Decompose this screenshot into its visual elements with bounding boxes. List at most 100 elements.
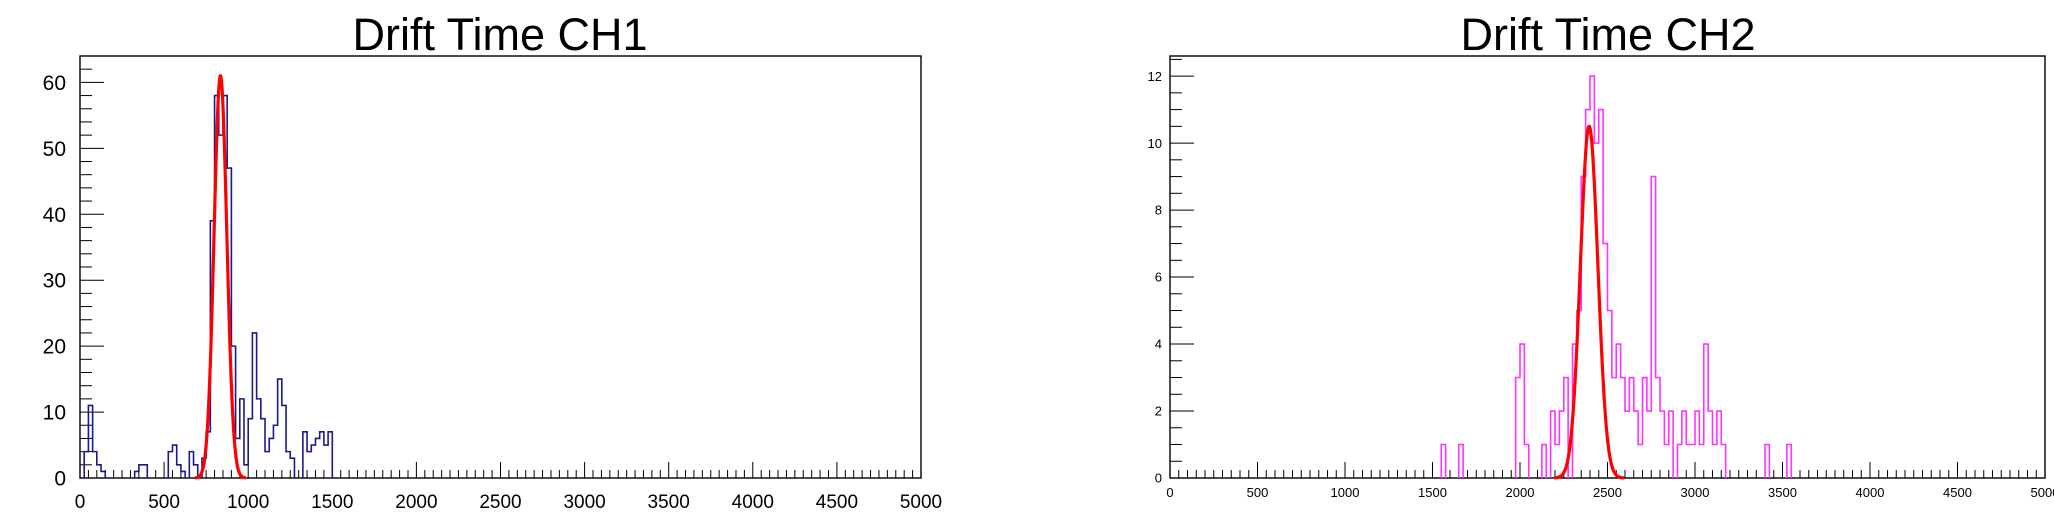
histogram-bin xyxy=(282,405,286,478)
gaussian-fit-curve xyxy=(193,74,248,480)
gaussian-fit-curve xyxy=(1552,124,1626,480)
x-tick-label: 500 xyxy=(1247,485,1269,500)
histogram-bin xyxy=(240,399,244,478)
histogram-bin xyxy=(261,419,265,478)
x-tick-label: 2000 xyxy=(1506,485,1535,500)
histogram-bin xyxy=(1686,445,1690,478)
histogram-bin xyxy=(307,452,311,478)
y-tick-label: 12 xyxy=(1148,69,1162,84)
histogram-bin xyxy=(257,399,261,478)
histogram-bin xyxy=(143,465,147,478)
histogram-bin xyxy=(1542,445,1546,478)
histogram-series xyxy=(1440,75,1793,478)
x-tick-label: 4500 xyxy=(816,492,858,513)
histogram-bin xyxy=(1765,445,1769,478)
x-tick-label: 5000 xyxy=(900,492,942,513)
histogram-bin xyxy=(93,452,97,478)
histogram-bin xyxy=(1629,378,1633,478)
histogram-bin xyxy=(1459,445,1463,478)
histogram-bin xyxy=(315,438,319,478)
histogram-bin xyxy=(1516,378,1520,478)
histogram-bin xyxy=(311,445,315,478)
histogram-bin xyxy=(1520,344,1524,478)
y-tick-label: 6 xyxy=(1155,270,1162,285)
y-tick-label: 20 xyxy=(43,336,66,359)
histogram-bin xyxy=(265,452,269,478)
histogram-ch1: 0 500 1000 1500 2000 2500 3000 3500 4000 4500 5000… xyxy=(43,55,942,513)
x-tick-label: 3500 xyxy=(1768,485,1797,500)
x-tick-label: 4000 xyxy=(732,492,774,513)
x-tick-label: 3000 xyxy=(563,492,605,513)
histogram-bin xyxy=(168,452,172,478)
histogram-bin xyxy=(1524,445,1528,478)
histogram-bin xyxy=(1647,411,1651,478)
histogram-bin xyxy=(97,465,101,478)
histogram-bin xyxy=(1638,445,1642,478)
histogram-bin xyxy=(324,445,328,478)
histogram-bin xyxy=(1441,445,1445,478)
histogram-bin xyxy=(1634,411,1638,478)
histogram-bin xyxy=(84,452,88,478)
histogram-bin xyxy=(219,135,223,478)
histogram-bin xyxy=(286,452,290,478)
chart-panel-ch1: Drift Time CH1 0 500 1000 1500 2000 2500 3000 3… xyxy=(0,0,1000,522)
histogram-bin xyxy=(1721,445,1725,478)
y-tick-label: 10 xyxy=(1148,136,1162,151)
histogram-bin xyxy=(1682,411,1686,478)
histogram-bin xyxy=(1551,411,1555,478)
histogram-bin xyxy=(139,465,143,478)
histogram-bin xyxy=(173,445,177,478)
histogram-bin xyxy=(1713,445,1717,478)
chart-panel-ch2: Drift Time CH2 0 500 1000 1500 2000 2500 3000 3… xyxy=(1100,0,2054,522)
plot-frame xyxy=(79,55,922,479)
y-tick-label: 30 xyxy=(43,270,66,293)
histogram-bin xyxy=(252,333,256,478)
histogram-bin xyxy=(328,432,332,478)
x-tick-label: 1000 xyxy=(1331,485,1360,500)
histogram-bin xyxy=(244,465,248,478)
histogram-bin xyxy=(1691,445,1695,478)
histogram-bin xyxy=(1651,177,1655,478)
histogram-bin xyxy=(273,425,277,478)
histogram-bin xyxy=(1708,411,1712,478)
histogram-bin xyxy=(1555,445,1559,478)
histogram-bin xyxy=(101,471,105,478)
histogram-bin xyxy=(1664,445,1668,478)
histogram-bin xyxy=(181,471,185,478)
histogram-bin xyxy=(1643,378,1647,478)
x-tick-label: 1500 xyxy=(1418,485,1447,500)
histogram-bin xyxy=(1717,411,1721,478)
y-tick-label: 0 xyxy=(1155,471,1162,486)
histogram-bin xyxy=(88,405,92,478)
histogram-bin xyxy=(1699,445,1703,478)
histogram-bin xyxy=(1660,411,1664,478)
histogram-bin xyxy=(1616,344,1620,478)
histogram-bin xyxy=(1678,445,1682,478)
histogram-bin xyxy=(1621,378,1625,478)
x-tick-label: 4000 xyxy=(1856,485,1885,500)
x-tick-label: 0 xyxy=(1166,485,1173,500)
histogram-bin xyxy=(1695,411,1699,478)
x-tick-label: 1000 xyxy=(227,492,269,513)
histogram-bin xyxy=(1656,378,1660,478)
y-tick-label: 8 xyxy=(1155,203,1162,218)
histogram-bin xyxy=(303,432,307,478)
histogram-bin xyxy=(278,379,282,478)
y-tick-label: 10 xyxy=(43,402,66,425)
x-tick-label: 5000 xyxy=(2031,485,2054,500)
x-tick-label: 3500 xyxy=(648,492,690,513)
histogram-bin xyxy=(177,465,181,478)
y-tick-label: 4 xyxy=(1155,337,1162,352)
histogram-bin xyxy=(269,438,273,478)
histogram-ch2: 0 500 1000 1500 2000 2500 3000 3500 4000 4500 500 0… xyxy=(1148,55,2054,500)
histogram-bin xyxy=(320,432,324,478)
histogram-bin xyxy=(1704,344,1708,478)
histogram-bin xyxy=(248,419,252,478)
histogram-series xyxy=(83,94,334,478)
x-tick-label: 4500 xyxy=(1943,485,1972,500)
chart-title: Drift Time CH2 xyxy=(1460,9,1756,60)
chart-title: Drift Time CH1 xyxy=(352,9,648,60)
histogram-bin xyxy=(1787,445,1791,478)
histogram-bin xyxy=(135,471,139,478)
x-tick-label: 2500 xyxy=(479,492,521,513)
